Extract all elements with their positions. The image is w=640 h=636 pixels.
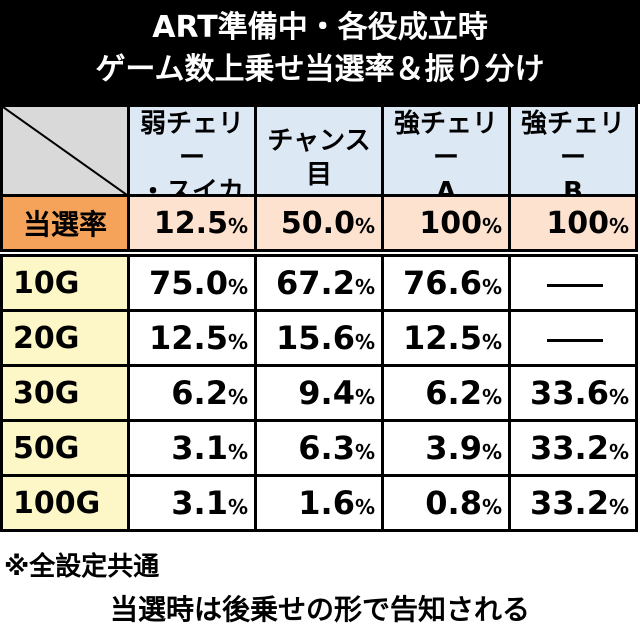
rate-value: 100%	[381, 194, 511, 252]
row-label: 10G	[0, 254, 130, 312]
table-row: 100G 3.1% 1.6% 0.8% 33.2%	[0, 474, 638, 532]
rate-value: 100%	[508, 194, 638, 252]
title-line-1: ART準備中・各役成立時	[152, 10, 488, 45]
table-row: 50G 3.1% 6.3% 3.9% 33.2%	[0, 419, 638, 477]
footnote-common: ※全設定共通	[4, 552, 160, 582]
table-row: 10G 75.0% 67.2% 76.6%	[0, 254, 638, 312]
diagonal-line-icon	[3, 107, 127, 195]
row-label: 50G	[0, 419, 130, 477]
row-label: 30G	[0, 364, 130, 422]
footnote-announcement: 当選時は後乗せの形で告知される	[109, 593, 530, 626]
row-label: 100G	[0, 474, 130, 532]
table-cell: 6.3%	[254, 419, 384, 477]
table-row: 30G 6.2% 9.4% 6.2% 33.6%	[0, 364, 638, 422]
header-col-2-line-1: チャンス	[267, 126, 371, 156]
table-cell: 15.6%	[254, 309, 384, 367]
table-cell: 33.6%	[508, 364, 638, 422]
table-cell: 33.2%	[508, 419, 638, 477]
rate-label: 当選率	[0, 194, 130, 252]
table-cell: 9.4%	[254, 364, 384, 422]
table-cell	[508, 309, 638, 367]
rate-row: 当選率 12.5% 50.0% 100% 100%	[0, 194, 638, 252]
table-cell: 6.2%	[127, 364, 257, 422]
dash-icon	[547, 338, 603, 342]
rate-value: 50.0%	[254, 194, 384, 252]
row-label: 20G	[0, 309, 130, 367]
table-cell: 3.1%	[127, 474, 257, 532]
table-cell: 1.6%	[254, 474, 384, 532]
dash-icon	[547, 283, 603, 287]
table-cell: 75.0%	[127, 254, 257, 312]
table-cell: 76.6%	[381, 254, 511, 312]
table-cell: 67.2%	[254, 254, 384, 312]
table-cell	[508, 254, 638, 312]
header-col-2: チャンス 目	[254, 104, 384, 212]
rate-value: 12.5%	[127, 194, 257, 252]
table-cell: 6.2%	[381, 364, 511, 422]
table-cell: 3.9%	[381, 419, 511, 477]
header-col-3: 強チェリー A	[381, 104, 511, 212]
title-line-2: ゲーム数上乗せ当選率＆振り分け	[95, 52, 545, 87]
table-cell: 0.8%	[381, 474, 511, 532]
table-row: 20G 12.5% 15.6% 12.5%	[0, 309, 638, 367]
table-cell: 3.1%	[127, 419, 257, 477]
table-cell: 12.5%	[127, 309, 257, 367]
page-title: ART準備中・各役成立時 ゲーム数上乗せ当選率＆振り分け	[0, 0, 640, 104]
header-col-1-line-1: 弱チェリー	[139, 109, 244, 173]
header-col-4: 強チェリー B	[508, 104, 638, 212]
table-cell: 33.2%	[508, 474, 638, 532]
corner-cell	[0, 104, 130, 212]
header-table: 弱チェリー ・スイカ チャンス 目 強チェリー A 強チェリー B	[0, 104, 638, 212]
header-col-3-line-1: 強チェリー	[393, 109, 498, 173]
rate-table: 当選率 12.5% 50.0% 100% 100%	[0, 194, 638, 252]
distribution-table: 10G 75.0% 67.2% 76.6% 20G 12.5% 15.6% 12…	[0, 254, 638, 532]
header-col-4-line-1: 強チェリー	[520, 109, 625, 173]
table-cell: 12.5%	[381, 309, 511, 367]
header-col-2-line-2: 目	[305, 160, 332, 190]
